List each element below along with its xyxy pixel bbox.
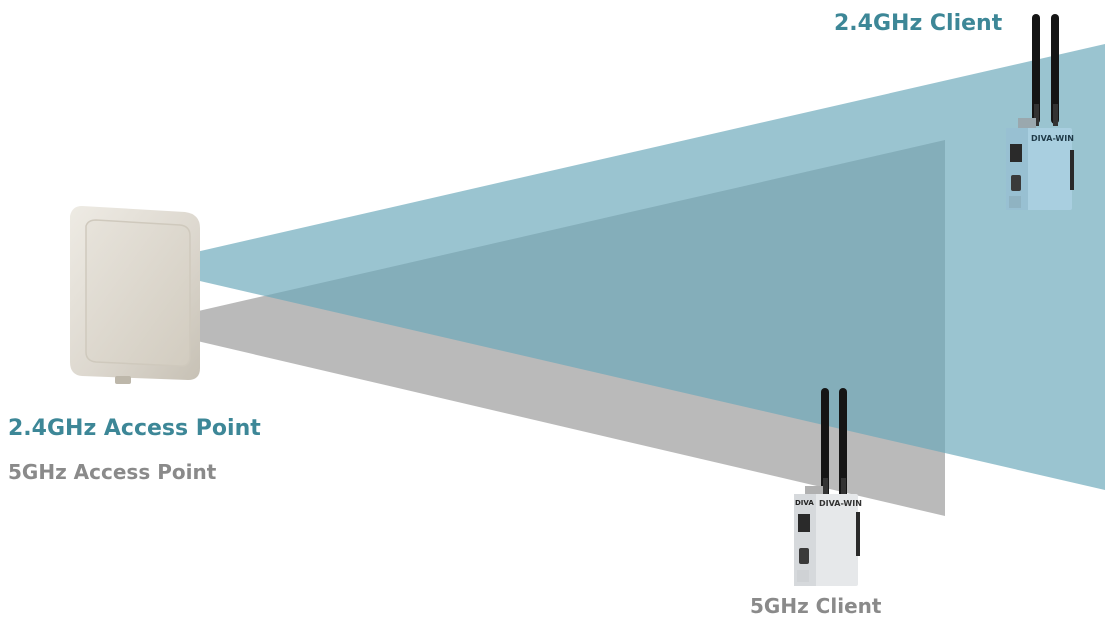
access-point-antenna <box>70 206 200 384</box>
label-2-4ghz-client: 2.4GHz Client <box>834 11 1003 36</box>
beam-2-4ghz <box>135 44 1105 490</box>
label-5ghz-access-point: 5GHz Access Point <box>8 460 217 484</box>
label-5ghz-client: 5GHz Client <box>750 594 882 618</box>
label-2-4ghz-access-point: 2.4GHz Access Point <box>8 416 261 441</box>
client-device-2-4ghz <box>1006 14 1074 210</box>
client-2-4ghz-brand: DIVA-WIN <box>1031 134 1074 143</box>
client-device-5ghz <box>794 388 860 586</box>
client-5ghz-brand: DIVA-WIN <box>819 499 862 508</box>
client-5ghz-brand-short: DIVA <box>795 499 814 507</box>
